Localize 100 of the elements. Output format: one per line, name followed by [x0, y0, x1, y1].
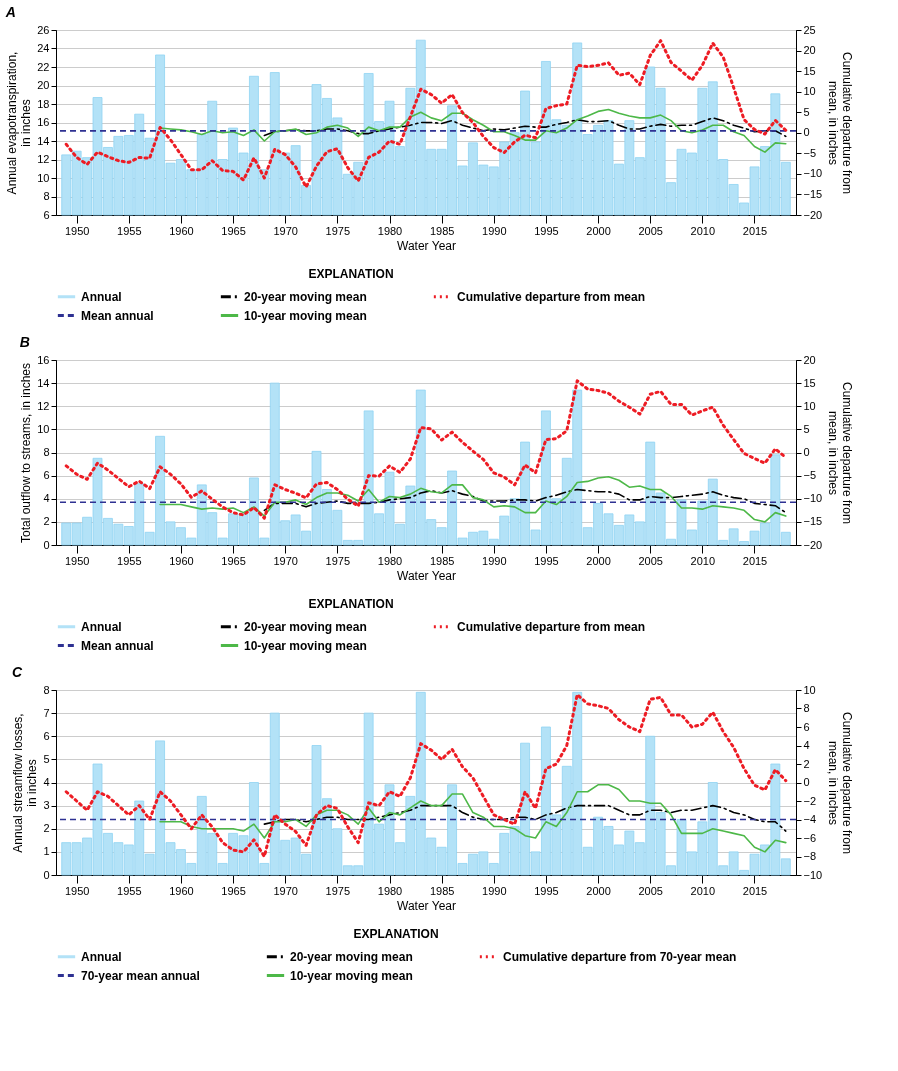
- legend-label: 70-year mean annual: [81, 968, 200, 983]
- line-series: [64, 693, 788, 858]
- x-tick-label: 2015: [742, 884, 768, 897]
- y2-tick-label: 20: [803, 44, 816, 57]
- x-axis-title: Water Year: [397, 568, 456, 583]
- x-tick-label: 1970: [273, 884, 298, 897]
- y-axis-title: Annual evapotranspiration, in inches: [5, 51, 34, 195]
- y2-tick-label: 5: [803, 105, 810, 118]
- y2-tick-label: −15: [803, 187, 823, 200]
- line-series: [159, 784, 787, 853]
- x-tick-label: 1950: [64, 884, 90, 897]
- x-tick-label: 1990: [482, 224, 507, 237]
- legend-label: Cumulative departure from mean: [457, 619, 646, 634]
- y-tick-label: 14: [37, 134, 50, 147]
- y2-tick-label: 25: [803, 23, 816, 36]
- y-tick-label: 8: [43, 190, 50, 202]
- y2-tick-label: −2: [803, 794, 817, 807]
- y-tick-label: 0: [43, 538, 50, 551]
- x-tick-label: 1995: [534, 224, 559, 237]
- y-tick-label: 14: [37, 376, 50, 389]
- x-tick-label: 1985: [429, 554, 455, 567]
- y2-tick-label: −4: [803, 813, 817, 825]
- x-tick-label: 1955: [117, 884, 142, 897]
- x-tick-label: 2000: [586, 884, 611, 897]
- y-tick-label: 12: [37, 399, 50, 412]
- x-axis-title: Water Year: [397, 238, 456, 253]
- x-tick-label: 2000: [586, 224, 611, 237]
- x-tick-label: 1985: [429, 884, 455, 897]
- x-tick-label: 2015: [742, 224, 768, 237]
- line-series: [64, 39, 788, 189]
- y-tick-label: 0: [43, 868, 50, 881]
- legend-label: 10-year moving mean: [290, 968, 413, 983]
- y2-tick-label: 10: [803, 85, 816, 98]
- x-tick-label: 2005: [638, 554, 663, 567]
- x-tick-label: 1955: [117, 554, 142, 567]
- y2-tick-label: −5: [803, 146, 817, 159]
- legend-label: 20-year moving mean: [244, 289, 367, 304]
- y-tick-label: 26: [37, 23, 50, 36]
- y-tick-label: 16: [37, 116, 50, 128]
- x-tick-label: 1980: [377, 554, 403, 567]
- x-tick-label: 1985: [429, 224, 455, 237]
- legend-label: 10-year moving mean: [244, 638, 367, 653]
- legend-label: Mean annual: [81, 308, 154, 323]
- line-series: [263, 117, 787, 138]
- x-tick-label: 1965: [221, 554, 246, 567]
- y-tick-label: 8: [43, 446, 50, 458]
- y-tick-label: 5: [43, 752, 50, 765]
- x-tick-label: 1970: [273, 554, 298, 567]
- line-series: [263, 488, 787, 514]
- x-tick-label: 1970: [273, 224, 298, 237]
- y2-tick-label: −8: [803, 850, 817, 862]
- legend-title: EXPLANATION: [353, 927, 439, 941]
- y-tick-label: 6: [43, 469, 50, 482]
- y2-tick-label: −5: [803, 469, 817, 482]
- y-tick-label: 10: [37, 171, 50, 184]
- line-series: [263, 804, 787, 832]
- y2-tick-label: 0: [803, 126, 810, 139]
- x-tick-label: 2015: [742, 554, 768, 567]
- y-tick-label: 10: [37, 422, 50, 435]
- y2-tick-label: 10: [803, 683, 816, 696]
- y2-tick-label: 8: [803, 702, 810, 714]
- y2-tick-label: 20: [803, 353, 816, 366]
- x-tick-label: 1960: [169, 554, 194, 567]
- x-tick-label: 2010: [690, 224, 716, 237]
- y2-tick-label: 10: [803, 399, 816, 412]
- y-tick-label: 24: [37, 42, 50, 54]
- legend-label: 20-year moving mean: [290, 949, 413, 964]
- x-tick-label: 1980: [377, 884, 403, 897]
- x-tick-label: 1975: [325, 884, 351, 897]
- y-axis-title: Annual streamflow losses, in inches: [11, 713, 40, 853]
- y2-tick-label: 0: [803, 446, 810, 458]
- y-tick-label: 3: [43, 799, 50, 812]
- y-axis-title: Total outflow to streams, in inches: [19, 362, 34, 544]
- y-tick-label: 2: [43, 822, 50, 835]
- x-tick-label: 1990: [482, 884, 507, 897]
- y2-tick-label: 2: [803, 757, 810, 770]
- line-series: [159, 475, 787, 523]
- legend-title: EXPLANATION: [308, 597, 394, 611]
- y2-tick-label: 5: [803, 422, 810, 435]
- y2-tick-label: 15: [803, 376, 816, 389]
- legend-label: Cumulative departure from mean: [457, 289, 646, 304]
- x-tick-label: 2000: [586, 554, 611, 567]
- legend-label: Annual: [81, 949, 122, 964]
- x-tick-label: 1950: [64, 224, 90, 237]
- x-tick-label: 1955: [117, 224, 142, 237]
- chart-title: B: [19, 334, 30, 350]
- x-tick-label: 2010: [690, 554, 716, 567]
- legend-label: 20-year moving mean: [244, 619, 367, 634]
- x-tick-label: 1995: [534, 554, 559, 567]
- y2-tick-label: −20: [803, 208, 823, 221]
- x-tick-label: 1980: [377, 224, 403, 237]
- y-tick-label: 4: [43, 776, 50, 788]
- legend-label: Annual: [81, 619, 122, 634]
- legend-label: 10-year moving mean: [244, 308, 367, 323]
- y-tick-label: 18: [37, 97, 50, 110]
- y2-axis-title: Cumulative departure from mean, in inches: [826, 711, 855, 855]
- legend-label: Cumulative departure from 70-year mean: [503, 949, 737, 964]
- y-tick-label: 20: [37, 79, 50, 91]
- y2-axis-title: Cumulative departure from mean, in inches: [826, 51, 855, 195]
- y-tick-label: 2: [43, 515, 50, 528]
